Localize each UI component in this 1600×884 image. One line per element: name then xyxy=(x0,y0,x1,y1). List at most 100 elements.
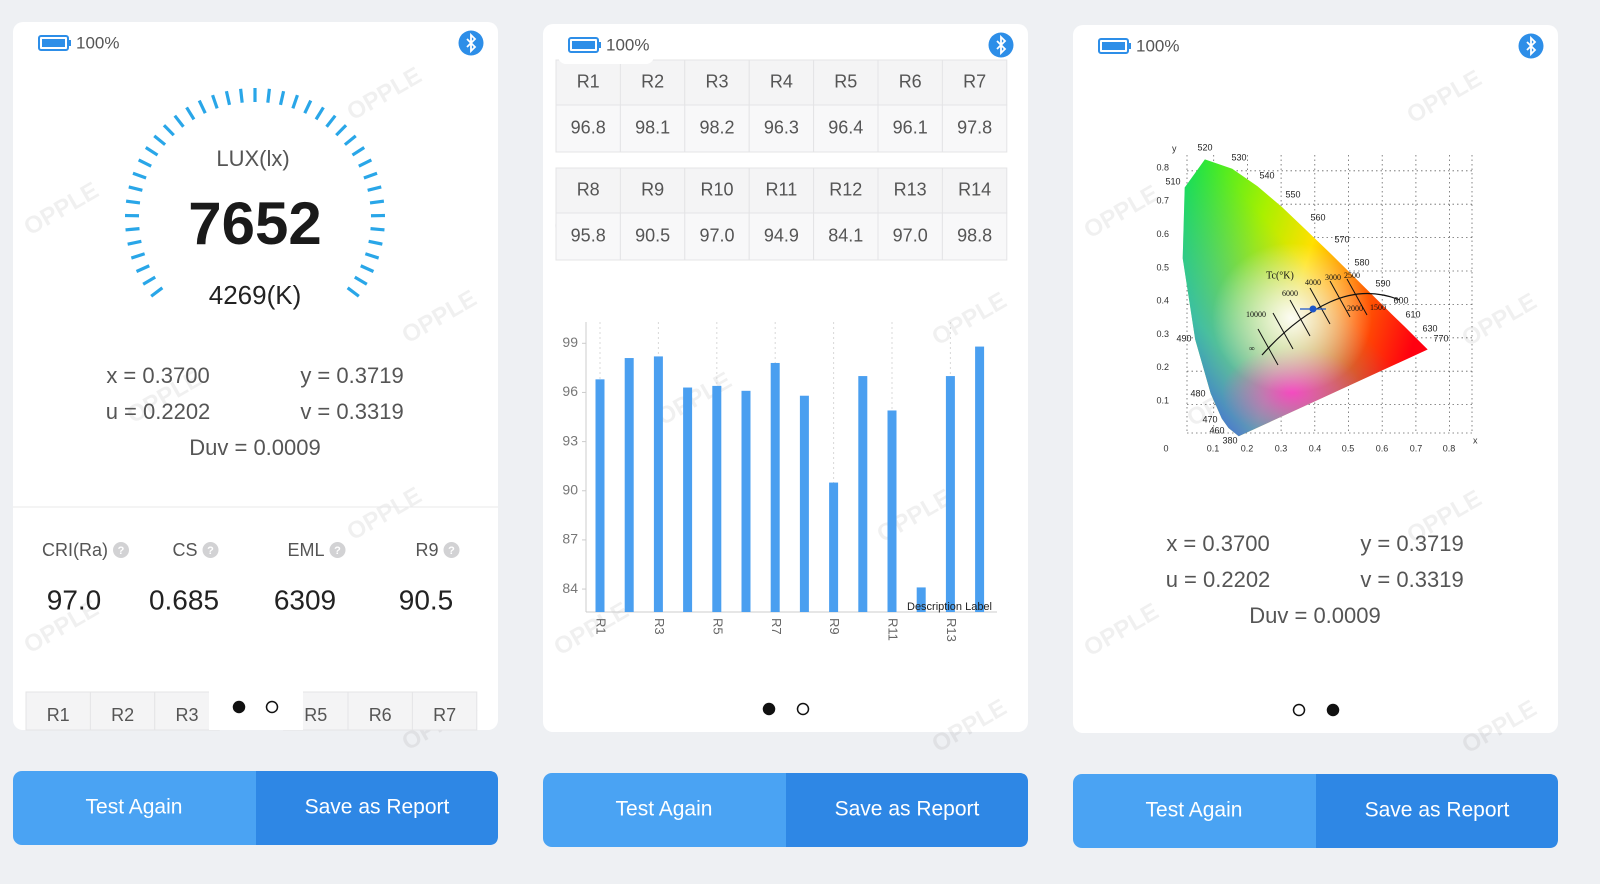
button-text: Save as Report xyxy=(835,798,980,821)
cct-label: ∞ xyxy=(1249,344,1255,353)
table-cell xyxy=(748,212,815,261)
planckian-locus xyxy=(1261,292,1401,356)
help-icon[interactable] xyxy=(202,542,219,558)
gauge-tick xyxy=(144,146,159,157)
gauge-tick xyxy=(173,114,185,128)
battery-text: 100% xyxy=(606,35,649,54)
coord-v: v = 0.3319 xyxy=(300,399,403,424)
cie-fill xyxy=(1212,243,1372,393)
pager-dot[interactable] xyxy=(1292,703,1306,717)
cie-x-label: x xyxy=(1473,435,1478,445)
table-header: R6 xyxy=(369,705,392,725)
help-glyph: ? xyxy=(207,545,214,557)
wavelength-label: 770 xyxy=(1433,333,1448,343)
isotherm xyxy=(1346,278,1368,316)
table-value: 96.1 xyxy=(893,117,928,137)
bar xyxy=(683,387,693,612)
isotherm xyxy=(1309,287,1331,325)
wavelength-label: 480 xyxy=(1190,388,1205,398)
cct-label: 2500 xyxy=(1344,271,1360,280)
table-header-cell xyxy=(684,59,750,106)
button-save-report[interactable] xyxy=(786,773,1028,847)
y-tick-label: 93 xyxy=(562,432,578,448)
help-icon[interactable] xyxy=(113,542,129,558)
wavelength-label: 510 xyxy=(1165,176,1180,186)
gauge-tick xyxy=(314,106,325,121)
table-cell xyxy=(619,212,686,261)
cct-label: 2000 xyxy=(1347,304,1363,313)
pager-dot[interactable] xyxy=(796,702,810,716)
help-icon[interactable] xyxy=(443,542,460,558)
annotation: Description Label xyxy=(907,601,992,613)
pager-dot[interactable] xyxy=(232,700,246,714)
cct-label: 10000 xyxy=(1246,310,1266,319)
x-tick-label: R11 xyxy=(886,618,901,641)
button-save-report[interactable] xyxy=(256,771,498,845)
pager-dot[interactable] xyxy=(762,702,776,716)
button-text: Test Again xyxy=(86,796,183,819)
table-value: 94.9 xyxy=(764,225,799,245)
table-header-cell xyxy=(25,691,91,731)
gauge-tick xyxy=(211,94,219,109)
help-glyph: ? xyxy=(118,545,125,557)
table-value: 98.2 xyxy=(699,117,734,137)
help-glyph: ? xyxy=(448,545,455,557)
table-header: R2 xyxy=(641,71,664,91)
cie-y-tick: 0.7 xyxy=(1156,196,1169,206)
table-header: R8 xyxy=(577,179,600,199)
table-header: R3 xyxy=(705,71,728,91)
cct-label: 3000 xyxy=(1325,273,1341,282)
cie-x-tick: 0.7 xyxy=(1410,443,1423,453)
table-header: R14 xyxy=(958,179,991,199)
cie-x-tick: 0.2 xyxy=(1241,443,1254,453)
table-header-cell xyxy=(347,691,413,731)
wavelength-label: 490 xyxy=(1176,333,1191,343)
table-value: 96.3 xyxy=(764,117,799,137)
pager-dot[interactable] xyxy=(265,700,279,714)
table-cell xyxy=(555,212,621,261)
cie-x-tick: 0.6 xyxy=(1376,443,1389,453)
pager-dot[interactable] xyxy=(1326,703,1340,717)
table-header: R11 xyxy=(766,179,798,199)
battery-nub xyxy=(69,40,71,46)
gauge-tick xyxy=(364,252,380,260)
gauge-tick xyxy=(153,134,167,146)
gauge-tick xyxy=(137,158,152,168)
table-value: 98.8 xyxy=(957,225,992,245)
cct-label: 4000 xyxy=(1305,278,1321,287)
y-tick-label: 90 xyxy=(562,481,578,497)
table-header: R3 xyxy=(175,705,198,725)
battery-text: 100% xyxy=(76,33,119,52)
metric-label: CRI(Ra) xyxy=(42,540,108,560)
table-header: R7 xyxy=(433,705,456,725)
help-icon[interactable] xyxy=(329,542,346,558)
gauge-tick xyxy=(197,99,207,114)
isotherm xyxy=(1289,299,1311,337)
button-text: Save as Report xyxy=(305,796,450,819)
x-tick-label: R1 xyxy=(594,618,609,635)
table-header: R12 xyxy=(829,179,862,199)
table-header-cell xyxy=(748,167,815,214)
table-header-cell xyxy=(684,167,750,214)
gauge-tick xyxy=(128,185,143,192)
metric-label: EML xyxy=(287,540,324,560)
table-value: 97.0 xyxy=(699,225,734,245)
bar xyxy=(624,358,634,612)
coord-x: x = 0.3700 xyxy=(1166,531,1269,556)
table-value: 95.8 xyxy=(571,225,606,245)
bluetooth-glyph xyxy=(1526,35,1537,57)
table-value: 96.8 xyxy=(571,117,606,137)
y-tick-label: 84 xyxy=(562,580,578,596)
gauge-tick xyxy=(346,286,360,298)
table-header: R9 xyxy=(641,179,664,199)
table-header-cell xyxy=(813,59,879,106)
button-text: Save as Report xyxy=(1365,799,1510,822)
wavelength-label: 380 xyxy=(1222,435,1237,445)
table-header-cell xyxy=(154,691,220,731)
bluetooth-glyph xyxy=(996,34,1007,56)
gauge-tick xyxy=(142,275,157,286)
battery-nub xyxy=(1129,43,1131,49)
button-save-report[interactable] xyxy=(1316,774,1558,848)
wavelength-label: 540 xyxy=(1259,170,1274,180)
